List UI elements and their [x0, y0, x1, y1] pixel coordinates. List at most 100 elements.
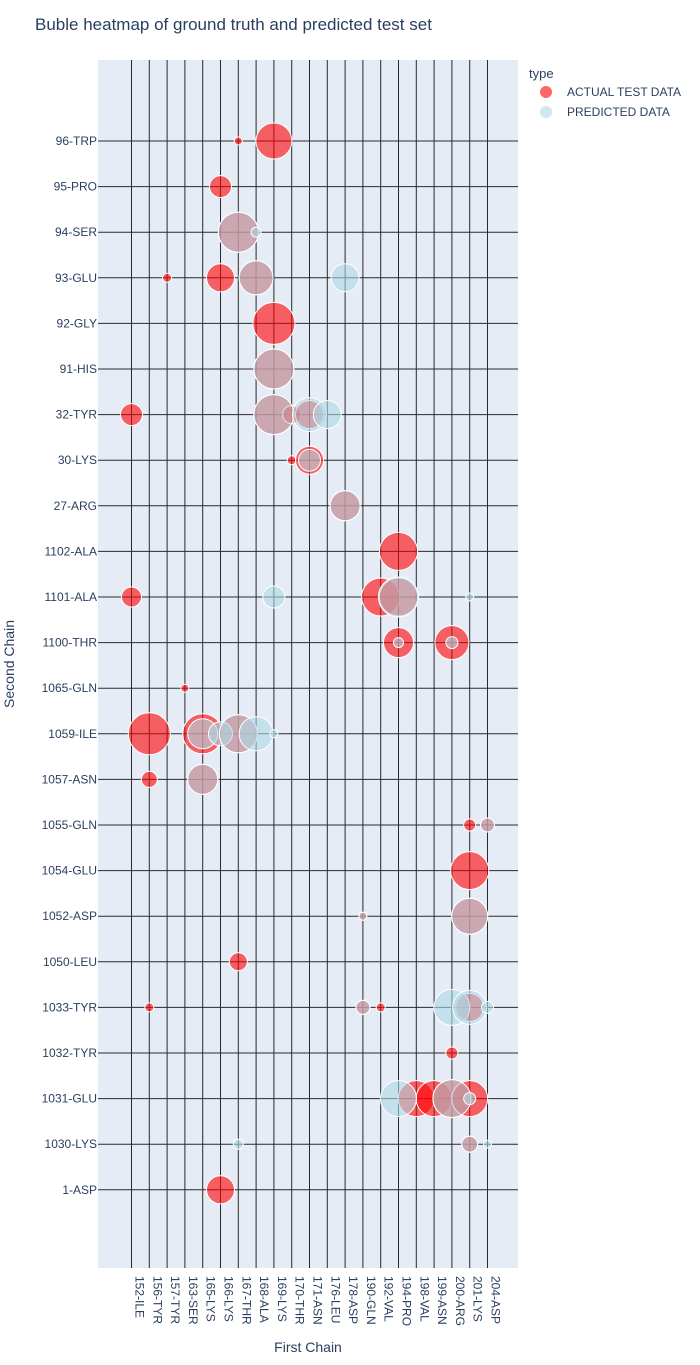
x-tick-label: 192-VAL — [382, 1276, 396, 1322]
bubble-point[interactable] — [233, 136, 243, 146]
x-tick-label: 204-ASP — [489, 1276, 503, 1324]
y-tick-label: 1057-ASN — [42, 772, 97, 786]
bubble-point[interactable] — [238, 260, 274, 296]
y-tick-label: 1-ASP — [62, 1183, 97, 1197]
legend-label[interactable]: ACTUAL TEST DATA — [567, 85, 681, 99]
bubble-point[interactable] — [393, 637, 404, 649]
bubble-point[interactable] — [253, 348, 295, 390]
bubble-point[interactable] — [380, 1080, 417, 1118]
bubble-point[interactable] — [465, 592, 475, 602]
x-tick-label: 200-ARG — [453, 1276, 467, 1326]
y-tick-label: 30-LYS — [58, 453, 97, 467]
y-tick-label: 92-GLY — [57, 316, 97, 330]
bubble-point[interactable] — [252, 301, 296, 345]
bubble-point[interactable] — [330, 263, 360, 293]
x-axis-title: First Chain — [274, 1339, 342, 1355]
x-tick-label: 169-LYS — [275, 1276, 289, 1322]
bubble-point[interactable] — [238, 716, 274, 752]
bubble-point[interactable] — [378, 576, 419, 618]
bubble-point[interactable] — [445, 1046, 459, 1060]
x-tick-label: 176-LEU — [328, 1276, 342, 1323]
bubble-point[interactable] — [358, 911, 368, 921]
x-tick-label: 194-PRO — [400, 1276, 414, 1326]
x-tick-label: 152-ILE — [133, 1276, 147, 1318]
bubble-point[interactable] — [481, 1000, 494, 1014]
bubble-point[interactable] — [253, 394, 295, 436]
y-tick-label: 1030-LYS — [45, 1137, 97, 1151]
x-tick-label: 165-LYS — [204, 1276, 218, 1322]
bubble-point[interactable] — [461, 1135, 479, 1153]
bubble-point[interactable] — [286, 455, 297, 466]
y-tick-label: 1065-GLN — [42, 681, 97, 695]
x-tick-label: 190-GLN — [364, 1276, 378, 1325]
bubble-point[interactable] — [298, 448, 321, 472]
x-tick-label: 163-SER — [186, 1276, 200, 1325]
legend[interactable]: type ACTUAL TEST DATA PREDICTED DATA — [529, 66, 681, 119]
x-tick-label: 168-ALA — [257, 1276, 271, 1323]
bubble-point[interactable] — [250, 226, 262, 238]
x-tick-label: 199-ASN — [435, 1276, 449, 1325]
y-tick-label: 1050-LEU — [43, 955, 97, 969]
x-tick-label: 157-TYR — [168, 1276, 182, 1324]
x-tick-label: 178-ASP — [346, 1276, 360, 1324]
bubble-point[interactable] — [483, 1139, 492, 1149]
y-tick-label: 1052-ASP — [42, 909, 97, 923]
y-tick-label: 1031-GLU — [42, 1092, 97, 1106]
y-tick-label: 1101-ALA — [45, 590, 97, 604]
bubble-point[interactable] — [144, 1002, 155, 1013]
bubble-point[interactable] — [463, 1092, 477, 1106]
y-tick-label: 1054-GLU — [42, 864, 97, 878]
bubble-point[interactable] — [209, 175, 232, 199]
legend-marker[interactable] — [540, 86, 552, 98]
bubble-point[interactable] — [206, 1175, 235, 1205]
bubble-point[interactable] — [187, 763, 219, 795]
bubble-point[interactable] — [375, 1002, 386, 1013]
x-tick-label: 198-VAL — [417, 1276, 431, 1322]
y-tick-label: 91-HIS — [60, 362, 97, 376]
y-axis-title: Second Chain — [1, 620, 17, 708]
bubble-point[interactable] — [445, 636, 459, 650]
bubble-point[interactable] — [329, 490, 361, 522]
bubble-point[interactable] — [450, 851, 490, 891]
bubble-point[interactable] — [206, 263, 235, 293]
bubble-point[interactable] — [127, 712, 171, 756]
y-tick-label: 1055-GLN — [42, 818, 97, 832]
bubble-point[interactable] — [312, 400, 342, 430]
bubble-point[interactable] — [180, 683, 190, 693]
bubbles — [120, 122, 495, 1205]
y-tick-labels: 96-TRP 95-PRO 94-SER 93-GLU 92-GLY 91-HIS 32-T… — [42, 134, 98, 1197]
x-tick-label: 156-TYR — [150, 1276, 164, 1324]
bubble-point[interactable] — [355, 999, 371, 1015]
bubble-point[interactable] — [162, 272, 173, 283]
x-tick-label: 171-ASN — [311, 1276, 325, 1325]
y-tick-label: 96-TRP — [56, 134, 97, 148]
legend-marker[interactable] — [540, 106, 552, 118]
bubble-point[interactable] — [480, 817, 495, 833]
y-tick-label: 1102-ALA — [45, 544, 97, 558]
bubble-point[interactable] — [262, 585, 286, 609]
bubble-point[interactable] — [269, 729, 279, 739]
bubble-point[interactable] — [121, 586, 142, 608]
y-tick-label: 94-SER — [55, 225, 97, 239]
x-tick-label: 166-LYS — [222, 1276, 236, 1322]
grid-lines — [98, 60, 518, 1268]
bubble-point[interactable] — [379, 531, 418, 571]
x-tick-label: 170-THR — [293, 1276, 307, 1325]
bubble-point[interactable] — [463, 818, 477, 832]
bubble-point[interactable] — [140, 770, 158, 788]
x-tick-labels: 152-ILE 156-TYR 157-TYR 163-SER 165-LYS 166-L… — [133, 1276, 503, 1326]
y-tick-label: 32-TYR — [56, 408, 98, 422]
chart-title: Buble heatmap of ground truth and predic… — [35, 15, 432, 34]
x-tick-label: 167-THR — [239, 1276, 253, 1325]
y-tick-label: 1100-THR — [43, 636, 98, 650]
legend-label[interactable]: PREDICTED DATA — [567, 105, 670, 119]
bubble-point[interactable] — [255, 122, 293, 160]
bubble-point[interactable] — [232, 1138, 244, 1150]
y-tick-label: 93-GLU — [55, 271, 97, 285]
bubble-point[interactable] — [120, 403, 143, 427]
bubble-point[interactable] — [451, 897, 489, 935]
bubble-point[interactable] — [228, 952, 248, 972]
y-tick-label: 95-PRO — [54, 180, 97, 194]
plot-area — [98, 60, 518, 1268]
